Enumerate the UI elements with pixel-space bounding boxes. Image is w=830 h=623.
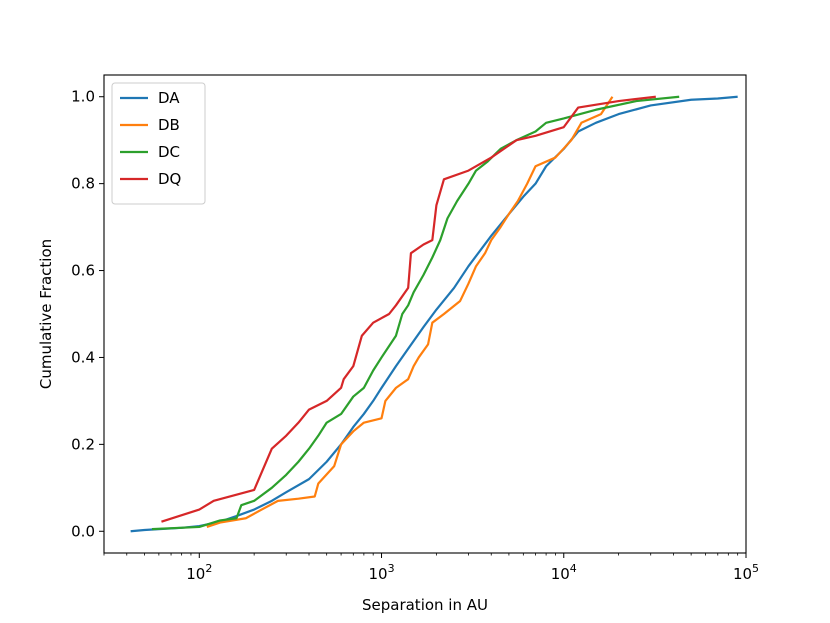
x-tick-label: 105 bbox=[733, 562, 759, 583]
series-line-db bbox=[206, 96, 614, 528]
y-tick-label: 0.6 bbox=[71, 262, 95, 280]
y-tick-label: 1.0 bbox=[71, 88, 95, 106]
x-tick-label: 103 bbox=[368, 562, 394, 583]
x-tick-label: 104 bbox=[551, 562, 577, 583]
legend-label-db: DB bbox=[158, 116, 180, 134]
series-line-da bbox=[130, 95, 738, 533]
x-axis-label: Separation in AU bbox=[362, 596, 488, 614]
legend-label-dc: DC bbox=[158, 143, 180, 161]
y-axis-ticks: 0.0 0.2 0.4 0.6 0.8 1.0 bbox=[71, 88, 104, 540]
x-axis-ticks: 102 103 104 105 bbox=[103, 553, 759, 583]
legend-label-da: DA bbox=[158, 89, 180, 107]
series-line-dq bbox=[161, 95, 656, 523]
y-axis-label: Cumulative Fraction bbox=[37, 239, 55, 389]
series-line-dc bbox=[151, 95, 680, 531]
y-tick-label: 0.0 bbox=[71, 522, 95, 540]
plot-frame bbox=[103, 74, 747, 554]
y-tick-label: 0.4 bbox=[71, 348, 95, 366]
legend-label-dq: DQ bbox=[158, 170, 181, 188]
plot-lines bbox=[130, 95, 738, 533]
legend: DA DB DC DQ bbox=[111, 82, 206, 205]
x-tick-label: 102 bbox=[186, 562, 212, 583]
legend-box bbox=[111, 82, 206, 205]
y-tick-label: 0.8 bbox=[71, 175, 95, 193]
y-tick-label: 0.2 bbox=[71, 435, 95, 453]
